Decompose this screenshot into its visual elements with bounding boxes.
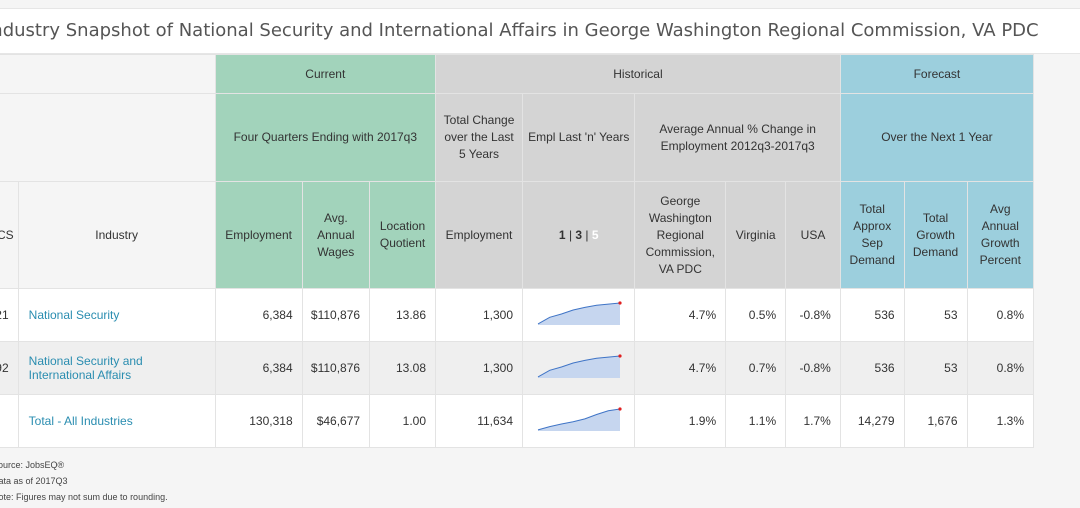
industry-snapshot-table: Current Historical Forecast Four Quarter… (0, 54, 1035, 448)
sparkline-cell (522, 288, 636, 342)
sparkline-end-dot (618, 300, 622, 305)
subgroup-current: Four Quarters Ending with 2017q3 (214, 93, 437, 182)
wages-value: $110,876 (301, 288, 371, 342)
title-bar: Industry Snapshot of National Security a… (0, 8, 1080, 54)
header-blank-mid (0, 93, 216, 182)
subgroup-total-change: Total Change over the Last 5 Years (435, 93, 524, 182)
footer-data-as-of: Data as of 2017Q3 (0, 476, 68, 486)
year-option-5[interactable]: 5 (591, 227, 599, 242)
col-employment: Employment (214, 181, 303, 289)
growth-demand-value: 1,676 (903, 394, 968, 448)
usa-change-value: 1.7% (785, 394, 841, 448)
va-change-value: 0.7% (725, 341, 787, 395)
group-current: Current (214, 54, 437, 94)
naics-code: 921 (0, 288, 19, 342)
year-option-1[interactable]: 1 (558, 227, 566, 242)
usa-change-value: -0.8% (785, 288, 841, 342)
sparkline-area (537, 408, 620, 431)
col-sep-demand: Total Approx Sep Demand (839, 181, 905, 289)
wages-value: $46,677 (301, 394, 371, 448)
va-change-value: 1.1% (725, 394, 787, 448)
group-forecast: Forecast (839, 54, 1035, 94)
subgroup-avg-change: Average Annual % Change in Employment 20… (634, 93, 841, 182)
sep-demand-value: 14,279 (839, 394, 905, 448)
col-naics: NAICS (0, 181, 19, 289)
avg-growth-value: 0.8% (966, 341, 1035, 395)
sparkline-line (537, 302, 620, 324)
footer-note: Note: Figures may not sum due to roundin… (0, 492, 168, 502)
employment-value: 6,384 (214, 288, 303, 342)
va-change-value: 0.5% (725, 288, 787, 342)
year-option-3[interactable]: 3 (575, 227, 583, 242)
sparkline-end-dot (618, 353, 622, 358)
change-value: 1,300 (435, 288, 524, 342)
industry-link[interactable]: National Security and International Affa… (28, 354, 143, 382)
sparkline-cell (522, 341, 636, 395)
wages-value: $110,876 (301, 341, 371, 395)
col-virginia: Virginia (725, 181, 787, 289)
sparkline-end-dot (618, 406, 622, 411)
sparkline-area (537, 302, 620, 325)
change-value: 11,634 (435, 394, 524, 448)
lq-value: 13.08 (369, 341, 437, 395)
growth-demand-value: 53 (903, 288, 968, 342)
sparkline-line (537, 408, 620, 430)
sep-demand-value: 536 (839, 288, 905, 342)
sparkline (537, 353, 622, 378)
group-historical: Historical (435, 54, 841, 94)
employment-value: 130,318 (214, 394, 303, 448)
lq-value: 13.86 (369, 288, 437, 342)
table-row: 921 National Security 6,384 $110,876 13.… (0, 288, 1035, 342)
sparkline (537, 406, 622, 431)
footer-source: Source: JobsEQ® (0, 460, 65, 470)
col-usa: USA (785, 181, 841, 289)
lq-value: 1.00 (369, 394, 437, 448)
growth-demand-value: 53 (903, 341, 968, 395)
table-row: Total - All Industries 130,318 $46,677 1… (0, 394, 1035, 448)
sparkline-area (537, 355, 620, 378)
employment-value: 6,384 (214, 341, 303, 395)
gw-change-value: 1.9% (634, 394, 727, 448)
avg-growth-value: 0.8% (966, 288, 1035, 342)
col-growth-demand: Total Growth Demand (903, 181, 968, 289)
naics-code (0, 394, 19, 448)
gw-change-value: 4.7% (634, 341, 727, 395)
subgroup-empl-last-n: Empl Last 'n' Years (522, 93, 636, 182)
footer-notes: Source: JobsEQ® Data as of 2017Q3 Note: … (0, 457, 168, 505)
table-row: 92 National Security and International A… (0, 341, 1035, 395)
sparkline-cell (522, 394, 636, 448)
page-title: Industry Snapshot of National Security a… (0, 20, 1039, 41)
sparkline-line (537, 355, 620, 377)
col-hist-employment: Employment (435, 181, 524, 289)
change-value: 1,300 (435, 341, 524, 395)
naics-code: 92 (0, 341, 19, 395)
industry-link[interactable]: National Security (28, 308, 120, 322)
header-blank-top (0, 54, 216, 94)
col-george-washington: George Washington Regional Commission, V… (634, 181, 727, 289)
sparkline (537, 300, 622, 325)
year-selector: 1 | 3 | 5 (522, 181, 636, 289)
sep-demand-value: 536 (839, 341, 905, 395)
industry-link[interactable]: Total - All Industries (28, 414, 133, 428)
col-industry: Industry (17, 181, 216, 289)
col-location-quotient: Location Quotient (369, 181, 437, 289)
col-avg-growth: Avg Annual Growth Percent (966, 181, 1035, 289)
col-avg-wages: Avg. Annual Wages (301, 181, 371, 289)
avg-growth-value: 1.3% (966, 394, 1035, 448)
gw-change-value: 4.7% (634, 288, 727, 342)
subgroup-forecast: Over the Next 1 Year (839, 93, 1035, 182)
usa-change-value: -0.8% (785, 341, 841, 395)
